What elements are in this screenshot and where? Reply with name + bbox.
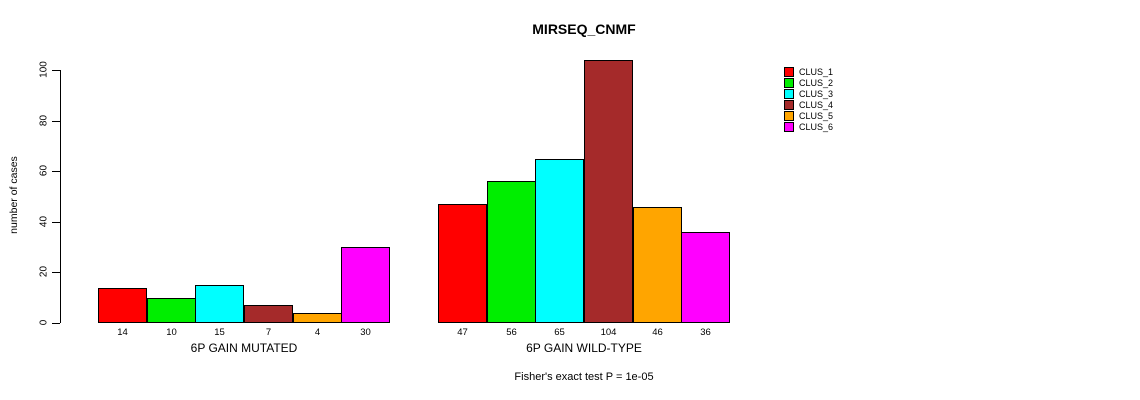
bar-value-label: 65 [554,327,565,338]
bar [535,159,584,323]
legend-series-label: CLUS_2 [799,78,834,88]
legend-swatch [784,89,794,99]
bar-value-label: 30 [360,327,371,338]
y-axis-line [60,70,61,323]
bar [147,298,196,323]
legend-swatch [784,67,794,77]
legend-swatch [784,122,794,132]
bar [487,181,536,323]
bar-value-label: 104 [600,327,617,338]
legend-swatch [784,100,794,110]
bar-value-label: 47 [457,327,468,338]
bar-value-label: 15 [214,327,225,338]
bar [98,288,147,323]
y-tick-label: 40 [38,215,50,228]
chart-title: MIRSEQ_CNMF [532,21,636,37]
y-tick-mark [52,121,60,122]
legend-swatch [784,78,794,88]
bar-value-label: 4 [314,327,321,338]
bar [438,204,487,323]
bar-value-label: 36 [700,327,711,338]
y-tick-label: 20 [38,265,50,278]
y-tick-label: 100 [38,61,50,78]
legend-series-label: CLUS_5 [799,111,834,121]
bar-value-label: 7 [265,327,272,338]
legend-series-label: CLUS_4 [799,100,834,110]
y-tick-mark [52,323,60,324]
y-tick-label: 0 [38,319,50,326]
caption-text: Fisher's exact test P = 1e-05 [514,371,654,383]
bar [584,60,633,323]
y-tick-mark [52,171,60,172]
y-tick-label: 60 [38,164,50,177]
legend-series-label: CLUS_6 [799,122,834,132]
bar [341,247,390,323]
bar-value-label: 46 [652,327,663,338]
y-tick-mark [52,272,60,273]
y-tick-mark [52,70,60,71]
bar [293,313,342,323]
legend-series-label: CLUS_3 [799,89,834,99]
y-tick-mark [52,222,60,223]
x-axis-category-label: 6P GAIN MUTATED [190,341,298,355]
bar [244,305,293,323]
bar [633,207,682,323]
legend-series-label: CLUS_1 [799,67,834,77]
bar-value-label: 10 [166,327,177,338]
bar-value-label: 14 [117,327,128,338]
bar-value-label: 56 [506,327,517,338]
y-axis-label: number of cases [8,156,20,234]
legend-swatch [784,111,794,121]
y-tick-label: 80 [38,114,50,127]
bar [681,232,730,323]
bar [195,285,244,323]
x-axis-category-label: 6P GAIN WILD-TYPE [526,341,642,355]
